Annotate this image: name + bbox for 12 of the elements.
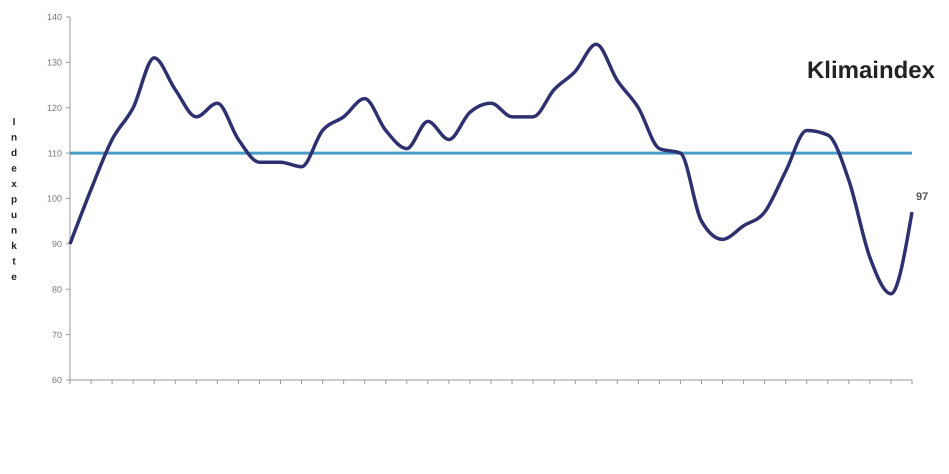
text: Klimaindex (806, 57, 936, 84)
y-tick-label: 110 (48, 148, 62, 158)
text: Indexpunkte (10, 117, 18, 283)
y-tick-label: 60 (52, 375, 62, 386)
y-tick-label: 90 (52, 239, 62, 250)
y-tick-label: 80 (52, 284, 62, 294)
y-tick-label: 140 (46, 12, 62, 22)
data-label: 97 (916, 191, 928, 204)
y-tick-label: 100 (46, 194, 62, 204)
y-tick-label: 130 (46, 58, 62, 68)
y-tick-label: 120 (46, 102, 62, 113)
y-tick-label: 70 (52, 330, 62, 340)
